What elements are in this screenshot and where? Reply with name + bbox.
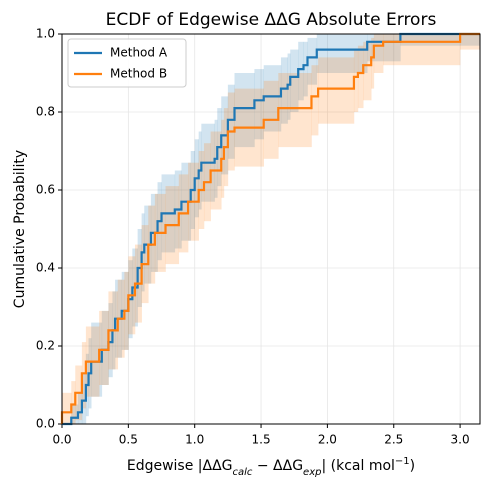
y-tick-label: 0.0 — [36, 417, 55, 431]
x-tick-label: 0.5 — [119, 433, 138, 447]
confidence-band — [227, 84, 235, 159]
confidence-band — [307, 37, 318, 85]
confidence-band — [101, 310, 109, 385]
legend-label: Method B — [110, 67, 167, 81]
x-tick-label: 3.0 — [451, 433, 470, 447]
confidence-band — [287, 53, 291, 120]
confidence-band — [316, 34, 368, 73]
confidence-band — [353, 49, 359, 112]
confidence-band — [62, 392, 72, 424]
y-axis-label: Cumulative Probability — [12, 150, 28, 308]
confidence-band — [263, 65, 282, 132]
confidence-band — [460, 34, 481, 50]
confidence-band — [71, 404, 79, 424]
x-axis-label: Edgewise |ΔΔGcalc − ΔΔGexp| (kcal mol−1) — [127, 456, 415, 478]
confidence-band — [280, 57, 288, 124]
confidence-band — [363, 41, 372, 101]
confidence-band — [71, 381, 76, 424]
ecdf-line — [60, 32, 480, 424]
x-tick-label: 2.0 — [318, 433, 337, 447]
confidence-band — [290, 49, 299, 112]
confidence-band — [383, 34, 461, 66]
confidence-band — [77, 392, 83, 424]
y-tick-label: 0.2 — [36, 339, 55, 353]
y-tick-label: 0.4 — [36, 261, 55, 275]
y-tick-label: 1.0 — [36, 27, 55, 41]
y-tick-label: 0.8 — [36, 105, 55, 119]
confidence-band — [91, 322, 103, 397]
confidence-band — [318, 57, 355, 124]
legend-label: Method A — [110, 46, 168, 60]
x-axis-label-part: Edgewise |ΔΔG — [127, 458, 233, 474]
x-axis-label-part: ) — [410, 458, 415, 474]
x-tick-label: 0.0 — [52, 433, 71, 447]
confidence-band — [81, 342, 87, 409]
x-axis-label-part: − ΔΔG — [252, 458, 303, 474]
confidence-band — [81, 373, 87, 424]
confidence-band — [371, 37, 375, 89]
x-axis-label-part: | (kcal mol — [321, 458, 394, 474]
confidence-band — [400, 34, 481, 46]
x-axis-label-part: −1 — [395, 456, 410, 467]
confidence-band — [278, 73, 312, 148]
confidence-band — [108, 303, 113, 378]
confidence-band — [311, 65, 319, 136]
confidence-band — [254, 69, 265, 140]
x-axis-label-part: exp — [303, 467, 321, 478]
y-tick-label: 0.6 — [36, 183, 55, 197]
confidence-band — [99, 310, 109, 385]
x-tick-label: 1.5 — [252, 433, 271, 447]
confidence-band — [298, 41, 304, 101]
chart-title: ECDF of Edgewise ΔΔG Absolute Errors — [106, 10, 437, 30]
x-tick-label: 1.0 — [185, 433, 204, 447]
ecdf-line — [62, 32, 480, 426]
confidence-band — [373, 34, 384, 73]
x-axis-label-part: calc — [233, 467, 253, 478]
x-tick-label: 2.5 — [384, 433, 403, 447]
confidence-band — [303, 41, 308, 97]
confidence-band — [357, 45, 364, 109]
plot-frame — [61, 33, 481, 425]
